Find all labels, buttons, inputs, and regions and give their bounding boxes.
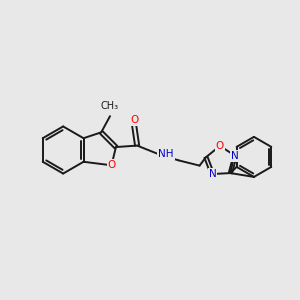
Text: O: O [130, 115, 138, 125]
Text: CH₃: CH₃ [101, 101, 119, 111]
Text: NH: NH [158, 149, 174, 159]
Text: O: O [107, 160, 116, 170]
Text: O: O [216, 141, 224, 151]
Text: N: N [208, 169, 216, 179]
Text: N: N [231, 151, 239, 161]
